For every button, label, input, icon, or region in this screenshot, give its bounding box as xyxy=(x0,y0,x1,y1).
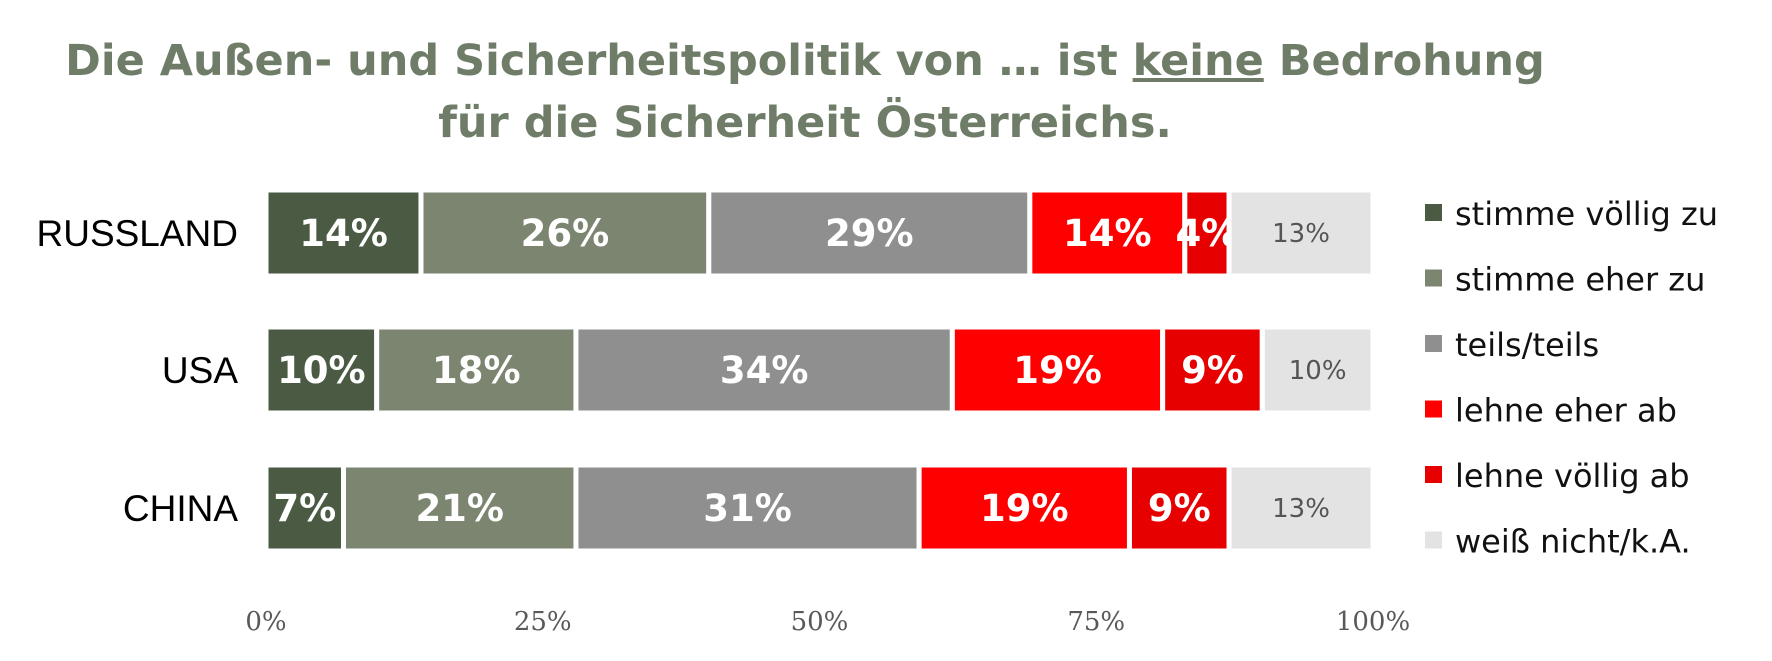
bar-segment-china-0 xyxy=(263,462,346,554)
bar-segment-russland-5 xyxy=(1226,187,1376,279)
category-label-usa: USA xyxy=(162,350,238,391)
data-label-usa-4: 9% xyxy=(1181,349,1244,392)
legend-swatch-4 xyxy=(1425,466,1442,483)
data-label-russland-2: 29% xyxy=(825,212,914,255)
title-line2: für die Sicherheit Österreichs. xyxy=(438,98,1172,148)
data-label-russland-0: 14% xyxy=(299,212,388,255)
legend-swatch-5 xyxy=(1425,531,1442,549)
x-tick-label-100: 100% xyxy=(1336,607,1410,637)
bar-segment-russland-2 xyxy=(706,187,1033,279)
legend-label-5: weiß nicht/k.A. xyxy=(1455,523,1691,561)
legend-swatch-0 xyxy=(1425,204,1442,221)
title-emphasis: keine xyxy=(1132,36,1264,86)
data-label-russland-1: 26% xyxy=(521,212,610,255)
chart-title: Die Außen- und Sicherheitspolitik von … … xyxy=(0,30,1610,154)
category-label-china: CHINA xyxy=(123,488,238,529)
data-label-usa-1: 18% xyxy=(432,349,521,392)
legend-swatch-1 xyxy=(1425,269,1442,287)
bar-segment-usa-2 xyxy=(573,324,955,416)
bar-segment-usa-1 xyxy=(374,324,579,416)
data-label-usa-3: 19% xyxy=(1013,349,1102,392)
legend-label-4: lehne völlig ab xyxy=(1455,457,1690,495)
x-tick-label-50: 50% xyxy=(791,607,849,637)
bar-segment-russland-0 xyxy=(263,187,424,279)
data-label-china-3: 19% xyxy=(980,487,1069,530)
data-label-russland-5: 13% xyxy=(1272,219,1330,249)
title-line1-before: Die Außen- und Sicherheitspolitik von … … xyxy=(65,36,1133,86)
data-label-china-5: 13% xyxy=(1272,494,1330,524)
legend-label-1: stimme eher zu xyxy=(1455,261,1705,299)
bar-segment-china-1 xyxy=(340,462,579,554)
legend-label-2: teils/teils xyxy=(1455,326,1599,364)
bar-segment-usa-5 xyxy=(1259,324,1376,416)
bar-segment-russland-1 xyxy=(418,187,712,279)
category-label-russland: RUSSLAND xyxy=(37,213,239,254)
bar-segment-russland-4 xyxy=(1182,187,1232,279)
data-label-usa-2: 34% xyxy=(720,349,809,392)
legend-label-0: stimme völlig zu xyxy=(1455,195,1718,233)
bar-segment-usa-4 xyxy=(1160,324,1265,416)
legend-swatch-2 xyxy=(1425,335,1442,352)
data-label-china-1: 21% xyxy=(415,487,504,530)
x-tick-label-25: 25% xyxy=(514,607,572,637)
x-tick-label-0: 0% xyxy=(245,607,286,637)
data-label-china-0: 7% xyxy=(273,487,336,530)
data-label-russland-3: 14% xyxy=(1063,212,1152,255)
data-label-usa-0: 10% xyxy=(277,349,366,392)
data-label-china-2: 31% xyxy=(703,487,792,530)
data-label-usa-5: 10% xyxy=(1289,356,1347,386)
legend-swatch-3 xyxy=(1425,400,1442,418)
bar-segment-china-4 xyxy=(1126,462,1232,554)
title-line1-after: Bedrohung xyxy=(1263,36,1545,86)
x-tick-label-75: 75% xyxy=(1067,607,1125,637)
bar-segment-russland-3 xyxy=(1027,187,1188,279)
bar-segment-china-5 xyxy=(1226,462,1376,554)
legend-label-3: lehne eher ab xyxy=(1455,392,1677,430)
data-label-china-4: 9% xyxy=(1148,487,1211,530)
